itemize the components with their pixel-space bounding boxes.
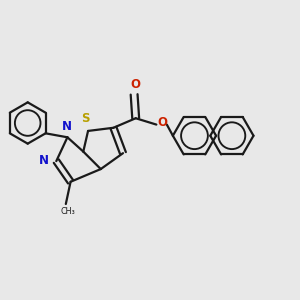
Text: N: N — [39, 154, 49, 167]
Text: O: O — [158, 116, 168, 130]
Text: CH₃: CH₃ — [60, 207, 75, 216]
Text: S: S — [81, 112, 89, 125]
Text: N: N — [61, 121, 71, 134]
Text: O: O — [131, 78, 141, 91]
